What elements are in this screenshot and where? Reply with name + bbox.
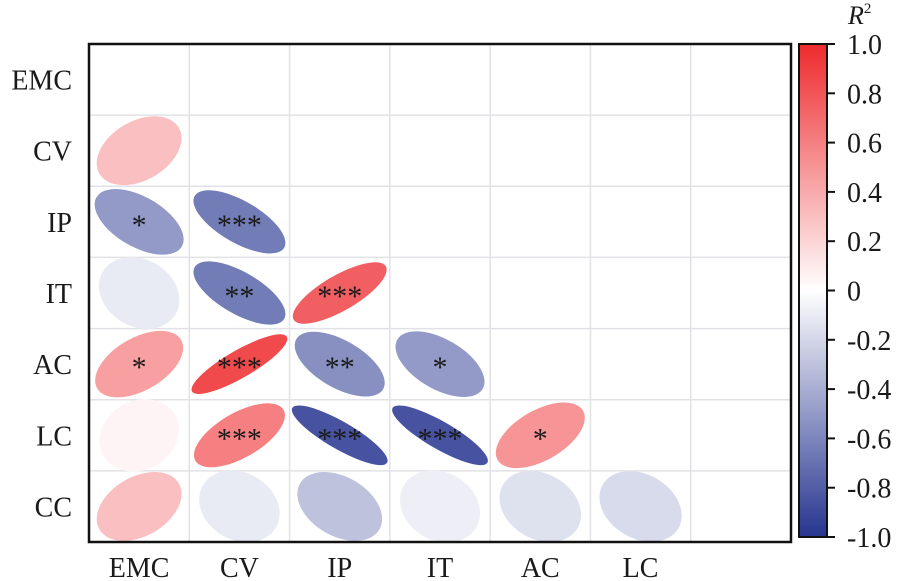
correlation-cell [99, 398, 179, 472]
y-axis-labels: EMC CV IP IT AC LC CC [11, 66, 72, 524]
significance-mark: * [533, 422, 548, 455]
correlation-ellipse [199, 470, 280, 543]
correlation-ellipse [292, 262, 387, 324]
colorbar-tick-label: -0.6 [847, 424, 891, 455]
correlation-cell [499, 470, 582, 542]
y-tick-label: AC [33, 350, 72, 381]
correlation-ellipse [392, 405, 488, 466]
colorbar-tick-label: -0.8 [847, 474, 891, 505]
correlation-cell [98, 257, 180, 329]
correlation-ellipse [395, 331, 485, 397]
significance-mark: *** [217, 422, 262, 455]
colorbar-tick-label: 0.2 [847, 227, 882, 258]
correlation-cell: *** [193, 403, 285, 468]
x-tick-label: AC [521, 553, 560, 581]
y-tick-label: LC [36, 421, 72, 452]
x-axis-labels: EMC CV IP IT AC LC [109, 553, 659, 581]
colorbar-tick-label: -1.0 [847, 523, 891, 554]
x-tick-label: IP [327, 553, 352, 581]
correlation-cell: *** [193, 190, 286, 254]
correlation-ellipse [193, 261, 286, 325]
correlation-cell: *** [191, 334, 288, 394]
correlation-ellipse [495, 402, 585, 469]
colorbar-ticks: 1.0 0.8 0.6 0.4 0.2 0 -0.2 -0.4 -0.6 -0.8 -1.0 [827, 30, 891, 554]
colorbar-tick-label: 0 [847, 277, 861, 308]
correlation-cell [599, 471, 682, 542]
correlation-ellipse [95, 330, 184, 398]
grid-lines [89, 44, 791, 542]
correlation-cell [399, 470, 481, 543]
correlation-cell [96, 116, 182, 186]
correlation-ellipse [193, 190, 286, 254]
correlation-cell: *** [392, 405, 488, 466]
significance-mark: *** [418, 422, 463, 455]
x-tick-label: LC [623, 553, 659, 581]
correlation-cell: ** [294, 331, 385, 397]
significance-mark: * [132, 351, 147, 384]
significance-mark: ** [325, 351, 355, 384]
significance-mark: *** [317, 280, 362, 313]
correlation-ellipse [291, 405, 388, 466]
correlation-cell: *** [292, 262, 387, 324]
colorbar-title-sup: 2 [864, 1, 872, 17]
significance-mark: *** [217, 209, 262, 242]
x-tick-label: CV [220, 553, 259, 581]
correlation-cell [96, 472, 182, 541]
x-tick-label: IT [427, 553, 453, 581]
y-tick-label: CV [33, 137, 72, 168]
significance-mark: * [132, 209, 147, 242]
colorbar-title: R2 [847, 1, 871, 30]
correlation-ellipse [191, 334, 288, 394]
correlation-cell [297, 472, 383, 541]
correlation-cell [199, 470, 280, 543]
colorbar-tick-label: 0.6 [847, 129, 882, 160]
correlation-ellipse [193, 403, 285, 468]
y-tick-label: EMC [11, 66, 72, 97]
correlation-ellipse [96, 472, 182, 541]
correlation-cell: * [495, 402, 585, 469]
correlation-ellipse [96, 116, 182, 186]
correlation-cell: *** [291, 405, 388, 466]
colorbar-title-main: R [847, 1, 864, 30]
significance-mark: * [433, 351, 448, 384]
correlation-cell: * [94, 189, 184, 255]
ellipse-cells: * ***** **** *** ** **** *** *** * [94, 116, 682, 543]
correlation-ellipse [94, 189, 184, 255]
correlation-ellipse [98, 257, 180, 329]
significance-mark: ** [224, 280, 254, 313]
colorbar-tick-label: 0.8 [847, 79, 882, 110]
y-tick-label: IT [46, 279, 72, 310]
colorbar-gradient [798, 43, 828, 538]
significance-mark: *** [317, 422, 362, 455]
y-tick-label: IP [47, 208, 72, 239]
correlation-cell: * [95, 330, 184, 398]
correlation-ellipse [599, 471, 682, 542]
colorbar-tick-label: 1.0 [847, 30, 882, 61]
correlation-cell: * [395, 331, 485, 397]
correlation-cell: ** [193, 261, 286, 325]
y-tick-label: CC [35, 492, 72, 523]
significance-mark: *** [217, 351, 262, 384]
correlation-ellipse [399, 470, 481, 543]
colorbar-tick-label: -0.4 [847, 375, 891, 406]
correlation-ellipse [297, 472, 383, 541]
colorbar: 1.0 0.8 0.6 0.4 0.2 0 -0.2 -0.4 -0.6 -0.8 -1.0 R2 [798, 1, 891, 554]
correlation-ellipse [499, 470, 582, 542]
correlation-ellipse [294, 331, 385, 397]
plot-frame [87, 42, 793, 544]
x-tick-label: EMC [109, 553, 170, 581]
colorbar-tick-label: 0.4 [847, 178, 882, 209]
correlation-ellipse [99, 398, 179, 472]
colorbar-tick-label: -0.2 [847, 326, 891, 357]
